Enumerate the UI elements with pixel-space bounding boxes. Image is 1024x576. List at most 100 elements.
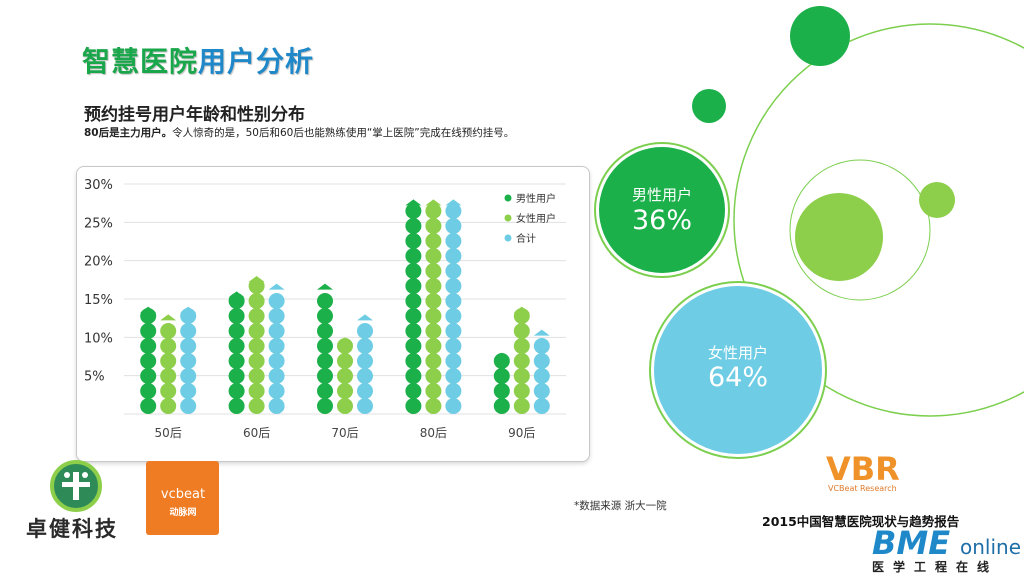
decor-circle-left [692,89,726,123]
bar-cap [140,306,157,313]
x-tick-label: 80后 [420,426,447,440]
bar-cap [317,283,333,290]
legend-marker [504,234,512,242]
bar-cap [425,199,442,206]
title-part-1: 智慧医院 [82,45,199,78]
bar-dot [425,278,442,294]
bar-cap [268,283,285,290]
bme-online-logo: BME online [872,524,1021,558]
y-tick-label: 20% [84,255,113,270]
decor-circle-mid [795,193,883,281]
bar-dot [445,353,462,369]
bar-dot [533,383,550,399]
bar-dot [445,233,462,249]
bar-dot [140,323,157,339]
y-tick-label: 30% [84,178,113,193]
bar-dot [425,248,442,264]
bar [228,291,245,414]
title-part-2: 用户分析 [198,45,315,78]
bar-dot [228,383,245,399]
legend-marker [504,194,512,202]
bar-dot [513,323,530,339]
bar-cap [405,199,422,206]
bar-dot [405,248,422,264]
bar-dot [357,338,373,354]
bar [425,199,442,414]
zhuojian-name: 卓健科技 [26,517,118,541]
bar-dot [228,368,245,384]
bar-dot [405,278,422,294]
bar [445,199,462,414]
bar-dot [405,383,422,399]
bar-dot [268,398,285,414]
x-tick-label: 90后 [508,426,535,440]
bar-dot [513,353,530,369]
legend-label: 合计 [516,232,536,245]
bar-dot [317,398,333,414]
bar-dot [425,368,442,384]
bar-dot [425,263,442,279]
orbit-line-small [789,159,931,301]
bar-dot [248,323,265,339]
bar-dot [405,308,422,324]
bar-dot [248,293,265,309]
legend-label: 男性用户 [516,192,556,205]
female-circle [654,286,822,454]
legend-label: 女性用户 [516,212,556,225]
bar-dot [425,308,442,324]
subtitle: 80后是主力用户。令人惊奇的是，50后和60后也能熟练使用“掌上医院”完成在线预… [84,126,584,140]
bar-dot [493,383,510,399]
bar-dot [248,338,265,354]
bar-dot [445,203,462,219]
bar-dot [405,233,422,249]
bar [160,314,177,414]
bar-dot [445,248,462,264]
bar-dot [445,278,462,294]
bar-dot [445,338,462,354]
bar [337,337,353,414]
orbit-line-large [733,23,1024,417]
bar-dot [248,308,265,324]
x-tick-label: 60后 [243,426,270,440]
male-circle [599,147,725,273]
vcbeat-logo-cn: 动脉网 [169,508,197,518]
bar-dot [160,323,177,339]
bar-dot [357,398,373,414]
bar [140,306,157,414]
bar-cap [513,306,530,313]
bar-dot [405,368,422,384]
bar-cap [357,314,373,321]
bar-dot [268,323,285,339]
bar-dot [513,383,530,399]
bar-dot [160,368,177,384]
bar-dot [337,398,353,414]
x-tick-label: 50后 [155,426,182,440]
bar-dot [493,398,510,414]
bar-dot [405,218,422,234]
gender-circles [594,6,1024,459]
bar-dot [337,383,353,399]
bar [317,283,333,414]
bar [533,329,550,414]
bar-dot [248,368,265,384]
bar [248,276,265,414]
bar-cap [445,199,462,206]
vbr-logo-sub: VCBeat Research [828,484,897,493]
bar-dot [317,368,333,384]
decor-circle-right [919,182,955,218]
bar-dot [160,353,177,369]
bar-cap [248,276,265,282]
bar-dot [268,308,285,324]
bar-dot [405,323,422,339]
bar [405,199,422,414]
bme-logo-sub: 医学工程在线 [872,560,999,574]
subtitle-bold: 80后是主力用户。 [84,127,173,139]
bar-dot [493,368,510,384]
bar-dot [425,218,442,234]
bar-dot [140,383,157,399]
bar-dot [160,338,177,354]
bar-dot [425,203,442,219]
y-tick-label: 15% [84,293,113,308]
bar-dot [357,383,373,399]
bar-dot [317,308,333,324]
